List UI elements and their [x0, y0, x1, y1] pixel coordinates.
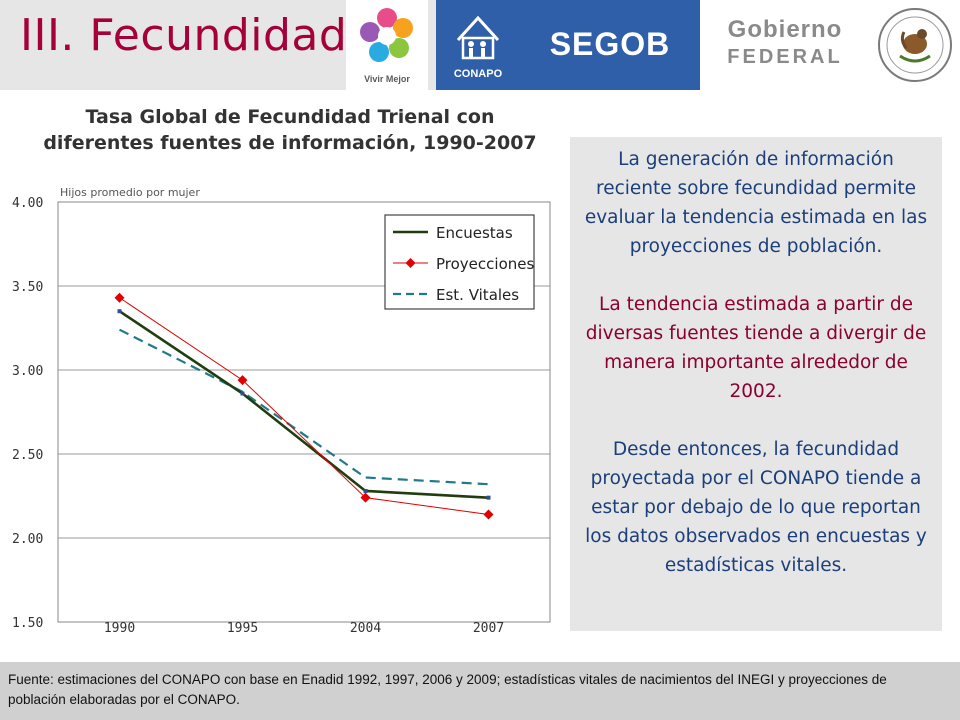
data-point-proyecciones	[360, 492, 371, 503]
x-tick-label: 2007	[473, 621, 504, 636]
vivir-mejor-logo: Vivir Mejor	[346, 0, 428, 90]
commentary-paragraph-2: La tendencia estimada a partir de divers…	[585, 294, 927, 402]
legend-marker	[405, 258, 416, 268]
chart-title: Tasa Global de Fecundidad Trienal con di…	[43, 106, 537, 154]
commentary-paragraph-1: La generación de información reciente so…	[584, 149, 928, 257]
segob-label: SEGOB	[549, 26, 671, 62]
footer-bar: Fuente: estimaciones del CONAPO con base…	[0, 662, 960, 720]
legend-label: Proyecciones	[436, 255, 534, 273]
data-point-encuestas	[117, 309, 122, 314]
y-tick-label: 4.00	[12, 196, 43, 211]
conapo-label: CONAPO	[453, 68, 503, 80]
commentary-paragraph-3: Desde entonces, la fecundidad proyectada…	[585, 439, 927, 576]
y-axis-label: Hijos promedio por mujer	[60, 186, 200, 199]
y-tick-label: 2.50	[12, 448, 43, 463]
tfr-line-chart: 4.00 3.50 3.00 2.50 2.00 1.50 1990 1995 2004 200…	[12, 186, 551, 636]
gobierno-label: Gobierno	[727, 16, 843, 43]
legend-label: Encuestas	[436, 224, 513, 242]
data-point-encuestas	[240, 391, 245, 396]
escudo-nacional-logo	[870, 0, 960, 90]
x-tick-label: 2004	[350, 621, 381, 636]
legend-label: Est. Vitales	[436, 286, 519, 304]
data-point-encuestas	[486, 495, 491, 500]
header-bar: III. Fecundidad Vivir Mejor CONAPO SEGOB	[0, 0, 960, 90]
data-point-proyecciones	[237, 375, 248, 386]
y-tick-label: 2.00	[12, 532, 43, 547]
conapo-logo: CONAPO	[436, 0, 520, 90]
house-family-icon	[456, 15, 500, 60]
y-tick-label: 1.50	[12, 616, 43, 631]
y-tick-label: 3.00	[12, 364, 43, 379]
flower-icon	[360, 8, 413, 62]
federal-label: FEDERAL	[727, 46, 843, 68]
source-note: Fuente: estimaciones del CONAPO con base…	[8, 672, 887, 707]
series-line-est-vitales	[119, 328, 489, 486]
commentary-box: La generación de información reciente so…	[570, 137, 942, 631]
x-tick-label: 1990	[104, 621, 135, 636]
data-point-encuestas	[363, 488, 368, 493]
data-point-proyecciones	[114, 292, 125, 303]
y-tick-label: 3.50	[12, 280, 43, 295]
x-tick-label: 1995	[227, 621, 258, 636]
gobierno-federal-logo: Gobierno FEDERAL	[700, 0, 870, 90]
vivir-mejor-label: Vivir Mejor	[364, 74, 410, 84]
eagle-seal-icon	[878, 8, 952, 82]
data-point-proyecciones	[483, 509, 494, 520]
slide-title: III. Fecundidad	[20, 10, 348, 61]
chart-legend: Encuestas Proyecciones Est. Vitales	[384, 214, 535, 310]
series-line-proyecciones	[119, 297, 489, 515]
segob-logo: SEGOB	[520, 0, 700, 90]
series-line-encuestas	[118, 310, 489, 499]
